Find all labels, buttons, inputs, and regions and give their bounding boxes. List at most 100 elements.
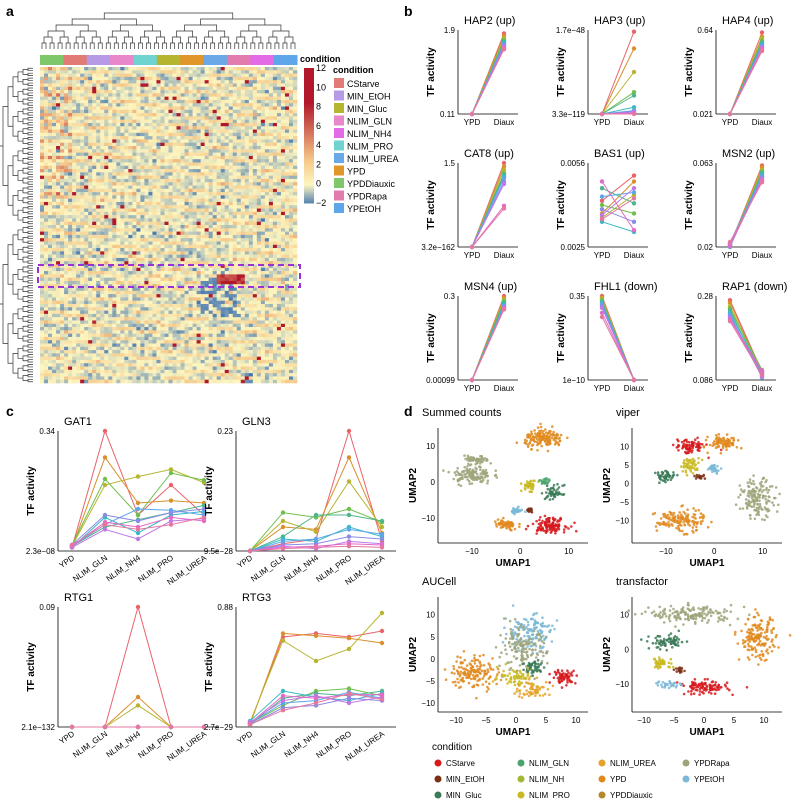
- heatmap-cell: [204, 192, 209, 196]
- heatmap-cell: [172, 257, 177, 262]
- heatmap-cell: [96, 307, 101, 311]
- heatmap-cell: [124, 155, 129, 160]
- heatmap-cell: [144, 142, 149, 147]
- heatmap-cell: [220, 86, 226, 91]
- heatmap-cell: [248, 277, 254, 282]
- heatmap-cell: [236, 274, 242, 278]
- heatmap-cell: [156, 290, 161, 295]
- heatmap-cell: [268, 248, 274, 252]
- heatmap-cell: [188, 267, 193, 272]
- heatmap-cell: [88, 165, 93, 170]
- heatmap-cell: [256, 116, 262, 120]
- heatmap-cell: [252, 307, 258, 311]
- heatmap-cell: [172, 122, 177, 127]
- dendrogram-branch: [17, 71, 23, 83]
- heatmap-cell: [168, 76, 173, 81]
- heatmap-cell: [196, 198, 201, 203]
- heatmap-cell: [64, 231, 69, 236]
- heatmap-cell: [56, 93, 61, 97]
- heatmap-cell: [156, 165, 161, 170]
- heatmap-cell: [232, 307, 238, 311]
- heatmap-cell: [252, 294, 258, 298]
- heatmap-cell: [156, 146, 161, 150]
- heatmap-cell: [68, 70, 73, 74]
- heatmap-cell: [124, 76, 129, 81]
- heatmap-cell: [264, 90, 270, 94]
- heatmap-cell: [124, 208, 129, 213]
- heatmap-cell: [276, 304, 282, 308]
- heatmap-cell: [192, 129, 197, 134]
- heatmap-cell: [212, 80, 217, 84]
- heatmap-cell: [40, 96, 45, 101]
- heatmap-cell: [60, 231, 65, 236]
- heatmap-cell: [260, 257, 266, 262]
- heatmap-cell: [288, 96, 294, 101]
- heatmap-cell: [152, 234, 157, 239]
- heatmap-cell: [184, 73, 189, 78]
- heatmap-cell: [128, 300, 133, 305]
- heatmap-cell: [196, 139, 201, 144]
- heatmap-cell: [284, 277, 290, 282]
- heatmap-cell: [244, 93, 250, 97]
- heatmap-cell: [132, 185, 137, 190]
- heatmap-cell: [148, 218, 153, 223]
- heatmap-cell: [64, 152, 69, 157]
- heatmap-cell: [156, 231, 161, 236]
- heatmap-cell: [200, 172, 205, 176]
- heatmap-cell: [152, 76, 157, 81]
- heatmap-cell: [232, 294, 238, 298]
- heatmap-cell: [228, 90, 234, 94]
- heatmap-cell: [44, 103, 49, 107]
- heatmap-cell: [64, 307, 69, 311]
- heatmap-cell: [40, 162, 45, 167]
- heatmap-cell: [108, 218, 113, 223]
- heatmap-cell: [160, 106, 165, 111]
- heatmap-cell: [112, 70, 117, 74]
- heatmap-cell: [232, 267, 238, 272]
- heatmap-cell: [144, 215, 149, 219]
- heatmap-cell: [264, 297, 270, 302]
- heatmap-cell: [48, 195, 53, 199]
- heatmap-cell: [132, 152, 137, 157]
- heatmap-cell: [140, 116, 145, 120]
- heatmap-cell: [196, 185, 201, 190]
- heatmap-cell: [212, 136, 217, 140]
- heatmap-cell: [124, 198, 129, 203]
- heatmap-cell: [164, 241, 169, 246]
- heatmap-cell: [256, 152, 262, 157]
- heatmap-cell: [192, 195, 197, 199]
- heatmap-cell: [104, 287, 109, 292]
- heatmap-cell: [40, 172, 45, 176]
- dendrogram-branch: [97, 42, 103, 49]
- heatmap-cell: [104, 159, 109, 163]
- dendrogram-branch: [17, 288, 23, 300]
- heatmap-cell: [228, 162, 234, 167]
- heatmap-cell: [64, 244, 69, 249]
- heatmap-cell: [280, 290, 286, 295]
- heatmap-cell: [276, 155, 282, 160]
- heatmap-cell: [68, 182, 73, 186]
- heatmap-cell: [160, 136, 165, 140]
- heatmap-cell: [244, 211, 250, 216]
- heatmap-cell: [164, 109, 169, 114]
- heatmap-cell: [156, 93, 161, 97]
- heatmap-cell: [52, 290, 57, 295]
- heatmap-cell: [152, 310, 157, 315]
- heatmap-cell: [144, 116, 149, 120]
- heatmap-cell: [60, 201, 65, 206]
- heatmap-cell: [196, 238, 201, 242]
- heatmap-cell: [108, 277, 113, 282]
- heatmap-cell: [192, 307, 197, 311]
- heatmap-cell: [224, 93, 230, 97]
- heatmap-cell: [72, 238, 77, 242]
- heatmap-cell: [256, 234, 262, 239]
- heatmap-cell: [60, 113, 65, 117]
- dendrogram-branch: [27, 156, 33, 160]
- heatmap-cell: [40, 198, 45, 203]
- heatmap-cell: [292, 126, 298, 130]
- heatmap-cell: [108, 271, 113, 275]
- heatmap-cell: [180, 221, 185, 226]
- heatmap-cell: [168, 271, 173, 275]
- heatmap-cell: [256, 146, 262, 150]
- heatmap-cell: [268, 300, 274, 305]
